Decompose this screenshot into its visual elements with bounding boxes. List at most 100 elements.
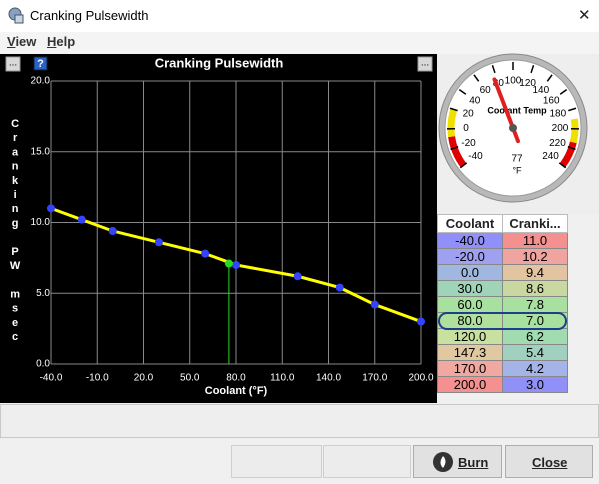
table-cell[interactable]: 170.0 xyxy=(437,360,503,377)
chart-menu-button[interactable] xyxy=(417,56,433,72)
table-cell[interactable]: 11.0 xyxy=(502,232,568,249)
close-window[interactable]: ✕ xyxy=(578,7,591,24)
table-row: 0.0 9.4 xyxy=(437,264,568,281)
table-cell[interactable]: 4.2 xyxy=(502,360,568,377)
chart-menu-button[interactable] xyxy=(5,56,21,72)
help-button[interactable] xyxy=(33,56,48,71)
table-row: 147.3 5.4 xyxy=(437,344,568,361)
data-point xyxy=(232,260,240,269)
data-point xyxy=(77,215,86,224)
data-point xyxy=(293,272,302,281)
app-icon xyxy=(8,7,24,24)
data-point xyxy=(47,204,55,213)
gauge-value: 77 xyxy=(511,154,523,165)
table-cell[interactable]: 0.0 xyxy=(437,264,503,281)
gauge-tick-label: 140 xyxy=(532,85,549,96)
y-tick-label: 15.0 xyxy=(31,146,51,157)
table-cell[interactable]: 200.0 xyxy=(437,376,503,393)
x-tick-label: 20.0 xyxy=(134,373,154,384)
table-cell[interactable]: 8.6 xyxy=(502,280,568,297)
gauge-tick-label: 20 xyxy=(463,109,475,120)
gauge-tick-label: 160 xyxy=(543,95,560,106)
gauge-tick-label: 120 xyxy=(519,78,536,89)
plot: -40.0 -10.0 20.0 50.0 80.0 110.0 140.0 170.0 200… xyxy=(31,76,434,384)
y-tick-label: 0.0 xyxy=(36,359,50,370)
gauge-tick xyxy=(450,146,459,151)
button-label: Burn xyxy=(458,455,489,470)
x-tick-label: 80.0 xyxy=(226,373,246,384)
button-label: Close xyxy=(532,455,568,470)
gauge-tick-label: 220 xyxy=(549,138,566,149)
table-cell[interactable]: 5.4 xyxy=(502,344,568,361)
column-header[interactable]: Coolant xyxy=(437,214,503,233)
burn-icon xyxy=(433,452,453,472)
cursor-point xyxy=(224,259,233,268)
table-cell[interactable]: 30.0 xyxy=(437,280,503,297)
gauge-tick-label: 60 xyxy=(480,85,492,96)
gauge-tick-label: 200 xyxy=(552,123,569,134)
table-cell[interactable]: 120.0 xyxy=(437,328,503,345)
gauge-tick-label: -40 xyxy=(468,151,483,162)
burn-button[interactable]: Burn xyxy=(413,445,502,478)
table-row: 170.0 4.2 xyxy=(437,360,568,377)
data-point xyxy=(154,238,163,247)
table-cell[interactable]: 3.0 xyxy=(502,376,568,393)
gauge-tick xyxy=(491,65,496,74)
gauge-tick-label: 0 xyxy=(463,123,469,134)
table-cell[interactable]: 147.3 xyxy=(437,344,503,361)
table-cell[interactable]: 10.2 xyxy=(502,248,568,265)
chart-panel xyxy=(0,54,437,403)
close-button[interactable]: Close xyxy=(505,445,593,478)
redo-button[interactable] xyxy=(323,445,411,478)
gauge-tick xyxy=(546,74,553,82)
gauge-zone xyxy=(447,108,458,138)
data-point xyxy=(417,317,425,326)
menu-bar xyxy=(0,32,599,54)
table-row: 120.0 6.2 xyxy=(437,328,568,345)
gauge-tick xyxy=(449,107,458,112)
menu-item[interactable]: View xyxy=(7,34,37,49)
y-axis-label: Cranking PW msec xyxy=(9,118,21,345)
table-row: 30.0 8.6 xyxy=(437,280,568,297)
x-axis-label: Coolant (°F) xyxy=(205,385,268,397)
gauge-tick xyxy=(558,162,567,169)
table-cell[interactable]: -20.0 xyxy=(437,248,503,265)
button-label: ... xyxy=(421,58,429,69)
button-label: ? xyxy=(37,58,44,70)
y-tick-label: 10.0 xyxy=(31,217,51,228)
x-tick-label: 110.0 xyxy=(270,373,295,384)
data-point xyxy=(108,226,117,235)
x-tick-label: 50.0 xyxy=(180,373,200,384)
table-cell[interactable]: 7.8 xyxy=(502,296,568,313)
y-tick-label: 5.0 xyxy=(36,288,50,299)
gauge-tick-label: 180 xyxy=(549,109,566,120)
undo-button[interactable] xyxy=(231,445,322,478)
x-tick-label: 140.0 xyxy=(316,373,341,384)
menu-item[interactable]: Help xyxy=(47,34,76,49)
x-tick-label: -10.0 xyxy=(86,373,109,384)
gauge-zone xyxy=(569,118,579,144)
gauge-tick-label: 240 xyxy=(542,151,559,162)
column-header[interactable]: Cranki... xyxy=(502,214,568,233)
gauge-title: Coolant Temp xyxy=(487,105,547,115)
table-cell[interactable]: 60.0 xyxy=(437,296,503,313)
status-bar xyxy=(0,404,599,438)
x-tick-label: -40.0 xyxy=(40,373,63,384)
gauge-tick xyxy=(459,162,468,169)
table-cell[interactable]: 6.2 xyxy=(502,328,568,345)
y-tick-label: 20.0 xyxy=(31,76,51,87)
table-cell[interactable]: -40.0 xyxy=(437,232,503,249)
data-point xyxy=(370,300,379,309)
gauge-tick xyxy=(567,146,576,151)
gauge-zone xyxy=(448,135,467,168)
gauge-tick-label: 80 xyxy=(493,78,505,89)
series-line xyxy=(50,206,422,323)
gauge-tick xyxy=(530,65,535,74)
button-label: ... xyxy=(9,58,17,69)
data-point xyxy=(201,249,210,258)
gauge-units: °F xyxy=(512,165,522,175)
table-cell[interactable]: 9.4 xyxy=(502,264,568,281)
table-row: -40.0 11.0 xyxy=(437,232,568,249)
